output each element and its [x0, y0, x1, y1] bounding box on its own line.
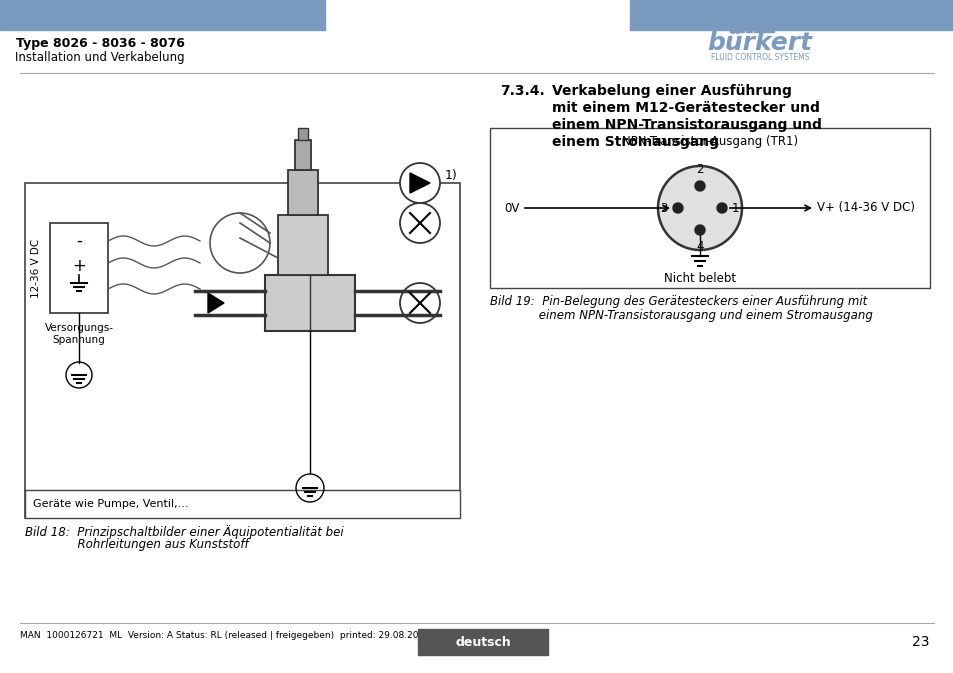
- Text: mit einem M12-Gerätestecker und: mit einem M12-Gerätestecker und: [552, 101, 819, 115]
- Text: 1: 1: [731, 201, 739, 215]
- Text: 3: 3: [659, 201, 667, 215]
- Bar: [25, 490, 459, 518]
- Polygon shape: [410, 173, 430, 193]
- Text: Bild 18:  Prinzipschaltbilder einer Äquipotentialität bei: Bild 18: Prinzipschaltbilder einer Äquip…: [25, 525, 343, 539]
- Text: einem Stromausgang: einem Stromausgang: [552, 135, 719, 149]
- Bar: [265, 275, 355, 331]
- Text: MAN  1000126721  ML  Version: A Status: RL (released | freigegeben)  printed: 29: MAN 1000126721 ML Version: A Status: RL …: [20, 631, 430, 639]
- Text: einem NPN-Transistorausgang und einem Stromausgang: einem NPN-Transistorausgang und einem St…: [490, 309, 872, 322]
- Circle shape: [399, 163, 439, 203]
- Text: 4: 4: [696, 240, 703, 253]
- Text: Nicht belebt: Nicht belebt: [663, 271, 736, 285]
- Circle shape: [672, 203, 682, 213]
- Bar: [417, 629, 547, 655]
- Text: 7.3.4.: 7.3.4.: [499, 84, 544, 98]
- Bar: [0, 0, 325, 30]
- Polygon shape: [208, 293, 224, 313]
- Text: deutsch: deutsch: [455, 635, 511, 649]
- Text: Geräte wie Pumpe, Ventil,...: Geräte wie Pumpe, Ventil,...: [33, 499, 189, 509]
- Text: FLUID CONTROL SYSTEMS: FLUID CONTROL SYSTEMS: [710, 52, 808, 61]
- Bar: [753, 28, 773, 32]
- Text: Bild 19:  Pin-Belegung des Gerätesteckers einer Ausführung mit: Bild 19: Pin-Belegung des Gerätesteckers…: [490, 295, 866, 308]
- Circle shape: [658, 166, 741, 250]
- Bar: [738, 28, 743, 32]
- Circle shape: [399, 283, 439, 323]
- Text: Versorgungs-: Versorgungs-: [45, 323, 113, 333]
- Text: bürkert: bürkert: [707, 31, 812, 55]
- Bar: [288, 170, 317, 215]
- Bar: [297, 128, 308, 140]
- Bar: [629, 0, 953, 30]
- Text: 0V: 0V: [504, 201, 519, 215]
- Circle shape: [399, 203, 439, 243]
- Bar: [490, 128, 929, 288]
- Text: Verkabelung einer Ausführung: Verkabelung einer Ausführung: [552, 84, 791, 98]
- Text: Rohrleitungen aus Kunststoff: Rohrleitungen aus Kunststoff: [25, 538, 249, 551]
- Bar: [294, 140, 311, 170]
- Bar: [277, 215, 328, 275]
- Text: Spannung: Spannung: [52, 335, 105, 345]
- Text: +: +: [72, 257, 86, 275]
- Bar: [25, 183, 459, 518]
- Text: einem NPN-Transistorausgang und: einem NPN-Transistorausgang und: [552, 118, 821, 132]
- Text: NPN-Transistor-Ausgang (TR1): NPN-Transistor-Ausgang (TR1): [621, 135, 798, 149]
- Circle shape: [695, 181, 704, 191]
- Bar: [745, 28, 751, 32]
- Text: 1): 1): [444, 168, 457, 182]
- Text: Installation und Verkabelung: Installation und Verkabelung: [15, 52, 185, 65]
- Circle shape: [695, 225, 704, 235]
- Text: 12-36 V DC: 12-36 V DC: [30, 238, 41, 297]
- Text: Type 8026 - 8036 - 8076: Type 8026 - 8036 - 8076: [15, 36, 184, 50]
- Text: 23: 23: [911, 635, 929, 649]
- Text: -: -: [76, 232, 82, 250]
- Text: V+ (14-36 V DC): V+ (14-36 V DC): [816, 201, 914, 215]
- Bar: [50, 223, 108, 313]
- Bar: [729, 28, 735, 32]
- Text: 2: 2: [696, 163, 703, 176]
- Circle shape: [717, 203, 726, 213]
